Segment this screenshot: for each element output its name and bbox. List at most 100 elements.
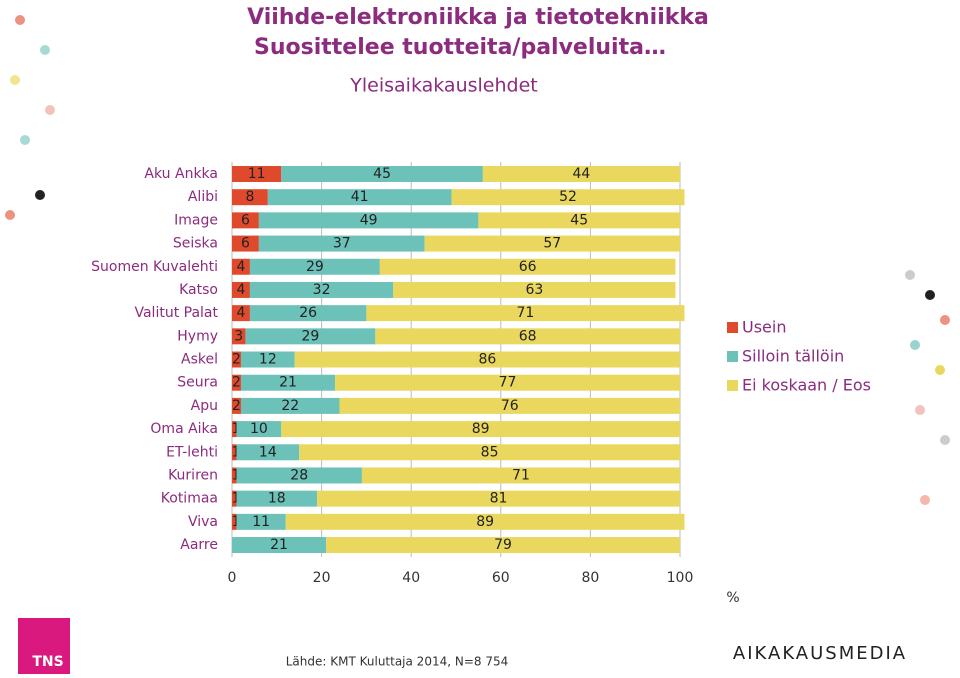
value-label: 3 xyxy=(234,328,243,344)
x-tick-label: 80 xyxy=(581,570,599,586)
bar-segment xyxy=(236,444,300,461)
x-axis-label: % xyxy=(726,590,739,606)
y-tick-label: Suomen Kuvalehti xyxy=(91,259,218,275)
bar-segment xyxy=(236,490,318,507)
value-label: 22 xyxy=(281,398,299,414)
y-tick-label: Alibi xyxy=(188,189,218,205)
y-tick-label: Oma Aika xyxy=(150,421,218,437)
bar-segment xyxy=(232,166,282,182)
value-label: 41 xyxy=(351,189,369,205)
bar-segment xyxy=(232,328,246,345)
bar-segment xyxy=(236,421,282,438)
bar-segment xyxy=(232,490,237,507)
chart-title: Viihde-elektroniikka ja tietotekniikka xyxy=(247,5,709,30)
x-tick-label: 40 xyxy=(402,570,420,586)
legend-label: Silloin tällöin xyxy=(742,347,844,366)
source: Lähde: KMT Kuluttaja 2014, N=8 754 xyxy=(286,655,509,669)
bar-segment xyxy=(232,258,250,275)
value-label: 79 xyxy=(494,537,512,553)
value-label: 29 xyxy=(301,328,319,344)
bar-segment xyxy=(281,166,483,182)
x-tick-label: 20 xyxy=(313,570,331,586)
bar-segment xyxy=(249,281,394,298)
bar-segment xyxy=(478,212,680,229)
value-label: 44 xyxy=(573,166,591,182)
bar-segment xyxy=(240,397,340,414)
y-tick-label: Viva xyxy=(188,514,218,530)
bar-segment xyxy=(232,351,241,368)
legend-swatch xyxy=(727,351,738,362)
value-label: 11 xyxy=(248,166,266,182)
value-label: 1 xyxy=(232,421,241,437)
y-tick-label: Askel xyxy=(181,352,218,368)
value-label: 4 xyxy=(236,259,245,275)
bar-segment xyxy=(232,421,237,438)
value-label: 77 xyxy=(499,375,517,391)
bar-segment xyxy=(232,281,250,298)
bar-segment xyxy=(294,351,680,368)
value-label: 49 xyxy=(360,212,378,228)
value-label: 2 xyxy=(232,352,241,368)
value-label: 71 xyxy=(512,467,530,483)
bar-segment xyxy=(232,537,327,554)
value-label: 14 xyxy=(259,444,277,460)
bar-segment xyxy=(299,444,680,461)
legend-swatch xyxy=(727,380,738,391)
value-label: 1 xyxy=(232,444,241,460)
chart-subtitle-2: Yleisaikakauslehdet xyxy=(349,75,537,97)
tns-logo-text: TNS xyxy=(32,654,63,670)
value-label: 26 xyxy=(299,305,317,321)
value-label: 6 xyxy=(241,236,250,252)
bar-segment xyxy=(451,189,685,206)
value-label: 85 xyxy=(481,444,499,460)
legend-label: Ei koskaan / Eos xyxy=(742,376,871,395)
value-label: 57 xyxy=(543,236,561,252)
bar-segment xyxy=(258,212,479,229)
value-label: 2 xyxy=(232,398,241,414)
value-label: 32 xyxy=(313,282,331,298)
y-tick-label: Apu xyxy=(191,398,218,414)
bar-segment xyxy=(240,351,295,368)
value-label: 21 xyxy=(270,537,288,553)
value-label: 52 xyxy=(559,189,577,205)
bar-segment xyxy=(249,305,367,322)
x-tick-label: 100 xyxy=(667,570,694,586)
y-tick-label: Image xyxy=(174,212,218,228)
bar-segment xyxy=(366,305,685,322)
y-tick-label: ET-lehti xyxy=(166,444,218,460)
decoration xyxy=(5,15,950,505)
value-label: 45 xyxy=(373,166,391,182)
value-label: 28 xyxy=(290,467,308,483)
bar-segment xyxy=(339,397,680,414)
bar-segment xyxy=(245,328,376,345)
legend-swatch xyxy=(727,322,738,333)
value-label: 81 xyxy=(490,491,508,507)
value-label: 86 xyxy=(478,352,496,368)
value-label: 21 xyxy=(279,375,297,391)
y-tick-label: Aku Ankka xyxy=(144,166,218,182)
y-tick-label: Kotimaa xyxy=(161,491,218,507)
value-label: 68 xyxy=(519,328,537,344)
bar-segment xyxy=(482,166,680,182)
value-label: 11 xyxy=(252,514,270,530)
value-label: 76 xyxy=(501,398,519,414)
chart-subtitle: Suosittelee tuotteita/palveluita… xyxy=(254,35,666,60)
value-label: 4 xyxy=(236,282,245,298)
bar-segment xyxy=(317,490,680,507)
bar-segment xyxy=(424,235,680,252)
y-tick-label: Katso xyxy=(179,282,218,298)
bar-segment xyxy=(361,467,680,484)
bar-segment xyxy=(379,258,676,275)
bar-segment xyxy=(249,258,380,275)
aikakausmedia-logo: AIKAKAUSMEDIA xyxy=(733,643,907,664)
bar-segment xyxy=(375,328,680,345)
y-tick-label: Seiska xyxy=(173,236,218,252)
y-tick-label: Kuriren xyxy=(168,467,218,483)
bar-segment xyxy=(232,305,250,322)
value-label: 66 xyxy=(519,259,537,275)
value-label: 12 xyxy=(259,352,277,368)
bar-segment xyxy=(232,467,237,484)
bar-segment xyxy=(267,189,452,206)
y-tick-label: Seura xyxy=(177,375,218,391)
value-label: 1 xyxy=(232,514,241,530)
